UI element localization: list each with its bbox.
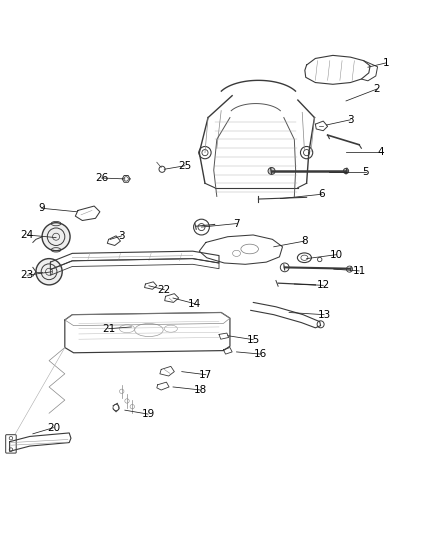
Text: 19: 19 xyxy=(141,409,155,419)
Text: 13: 13 xyxy=(318,310,331,320)
Circle shape xyxy=(36,259,62,285)
Circle shape xyxy=(343,168,349,174)
Text: 18: 18 xyxy=(194,385,207,395)
Text: 7: 7 xyxy=(233,219,240,229)
Text: 20: 20 xyxy=(47,423,60,433)
Text: 15: 15 xyxy=(247,335,260,345)
Text: 8: 8 xyxy=(301,236,308,246)
Text: 21: 21 xyxy=(102,324,115,334)
Text: 5: 5 xyxy=(362,167,369,177)
Text: 17: 17 xyxy=(199,370,212,379)
Text: 23: 23 xyxy=(21,270,34,280)
Text: 3: 3 xyxy=(347,115,354,125)
Text: 11: 11 xyxy=(353,266,366,276)
Text: 6: 6 xyxy=(318,189,325,199)
Text: 22: 22 xyxy=(158,285,171,295)
Circle shape xyxy=(42,223,70,251)
Text: 1: 1 xyxy=(383,58,390,68)
Text: 16: 16 xyxy=(254,349,267,359)
Text: 25: 25 xyxy=(178,161,191,171)
Text: 3: 3 xyxy=(118,231,125,241)
Text: 10: 10 xyxy=(330,249,343,260)
Text: 4: 4 xyxy=(378,147,385,157)
Text: 2: 2 xyxy=(373,84,380,94)
Circle shape xyxy=(268,167,275,174)
Text: 24: 24 xyxy=(21,230,34,240)
Text: 14: 14 xyxy=(188,298,201,309)
Text: 9: 9 xyxy=(38,203,45,213)
Text: 12: 12 xyxy=(317,280,330,290)
Text: 26: 26 xyxy=(95,173,108,183)
